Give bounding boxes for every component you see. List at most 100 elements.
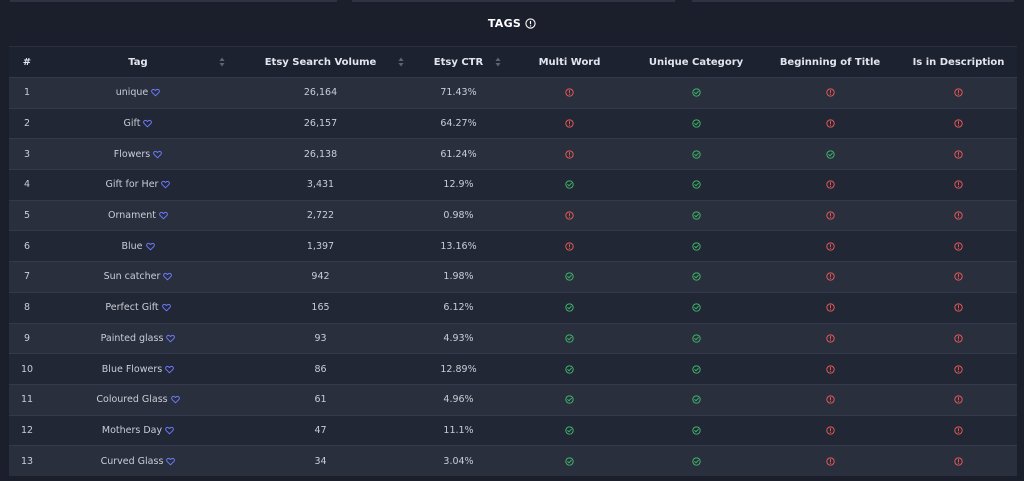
heart-icon[interactable] [166, 457, 176, 466]
alert-circle-icon [825, 119, 835, 128]
table-row[interactable]: 11 Coloured Glass 61 4.96% [9, 384, 1017, 416]
heart-icon[interactable] [163, 272, 173, 281]
in-description-status [900, 323, 1017, 354]
check-circle-icon [691, 150, 701, 159]
row-number: 12 [20, 424, 34, 436]
tag-name: Mothers Day [101, 424, 163, 436]
sort-icon[interactable] [398, 57, 404, 67]
unique-category-status [632, 384, 760, 415]
heart-icon[interactable] [161, 303, 171, 312]
table-row[interactable]: 2 Gift 26,157 64.27% [9, 108, 1017, 139]
row-number: 8 [23, 302, 31, 314]
column-header-ctr[interactable]: Etsy CTR [410, 46, 507, 78]
check-circle-icon [691, 364, 701, 374]
table-row[interactable]: 7 Sun catcher 942 1.98% [9, 261, 1017, 293]
beginning-of-title-status [760, 78, 900, 109]
in-description-status [900, 170, 1017, 201]
beginning-of-title-status [760, 170, 900, 201]
in-description-status [900, 446, 1017, 477]
column-header-search-volume[interactable]: Etsy Search Volume [231, 46, 410, 78]
tag-cell: Sun catcher [45, 262, 231, 293]
heart-icon[interactable] [166, 334, 176, 343]
unique-category-status [632, 354, 760, 385]
ctr-value: 13.16% [440, 240, 477, 252]
check-circle-icon [691, 457, 701, 466]
column-header-unique-category[interactable]: Unique Category [632, 46, 760, 78]
beginning-of-title-status [760, 446, 900, 477]
alert-circle-icon [954, 457, 963, 466]
tag-name: Blue Flowers [101, 363, 163, 375]
table-row[interactable]: 5 Ornament 2,722 0.98% [9, 200, 1017, 231]
multi-word-status [507, 292, 632, 323]
table-row[interactable]: 9 Painted glass 93 4.93% [9, 323, 1017, 354]
table-row[interactable]: 8 Perfect Gift 165 6.12% [9, 292, 1017, 323]
unique-category-status [632, 446, 760, 477]
sort-icon[interactable] [219, 57, 225, 67]
sort-icon[interactable] [495, 57, 501, 67]
tag-name: Gift for Her [105, 179, 159, 191]
alert-circle-icon [825, 303, 835, 312]
heart-icon[interactable] [165, 426, 174, 435]
tag-cell: Ornament [45, 200, 231, 231]
heart-icon[interactable] [151, 88, 161, 97]
heart-icon[interactable] [145, 242, 155, 251]
column-header-search-volume-label: Etsy Search Volume [264, 56, 377, 68]
in-description-status [900, 292, 1017, 323]
column-header-multi-word[interactable]: Multi Word [507, 46, 632, 78]
tag-cell: Mothers Day [45, 415, 231, 446]
in-description-status [900, 384, 1017, 415]
heart-icon[interactable] [159, 211, 168, 220]
tag-name: Perfect Gift [105, 302, 159, 314]
alert-circle-icon [825, 426, 835, 435]
search-volume: 165 [311, 302, 330, 314]
tag-cell: Gift [45, 108, 231, 139]
info-icon[interactable] [525, 17, 536, 29]
tag-cell: Blue Flowers [45, 354, 231, 385]
top-frame-lines [0, 0, 1024, 4]
table-row[interactable]: 3 Flowers 26,138 61.24% [9, 138, 1017, 170]
row-number: 4 [23, 179, 31, 191]
table-row[interactable]: 12 Mothers Day 47 11.1% [9, 415, 1017, 446]
unique-category-status [632, 292, 760, 323]
in-description-status [900, 354, 1017, 385]
tag-name: Blue [121, 240, 143, 252]
alert-circle-icon [954, 364, 963, 374]
check-circle-icon [691, 272, 701, 282]
ctr-value: 4.96% [443, 394, 474, 406]
multi-word-status [507, 139, 632, 170]
search-volume: 47 [314, 424, 327, 436]
alert-circle-icon [954, 180, 963, 190]
unique-category-status [632, 231, 760, 262]
check-circle-icon [565, 334, 574, 343]
heart-icon[interactable] [165, 365, 175, 374]
in-description-status [900, 415, 1017, 446]
column-header-beginning-of-title[interactable]: Beginning of Title [760, 46, 900, 78]
heart-icon[interactable] [143, 119, 153, 128]
in-description-status [900, 262, 1017, 293]
ctr-value: 0.98% [443, 210, 474, 222]
heart-icon[interactable] [170, 395, 180, 404]
search-volume: 942 [311, 271, 330, 283]
search-volume: 1,397 [306, 240, 335, 252]
column-header-in-description[interactable]: Is in Description [900, 46, 1017, 78]
table-row[interactable]: 13 Curved Glass 34 3.04% [9, 445, 1017, 477]
tag-cell: Flowers [45, 139, 231, 170]
table-row[interactable]: 4 Gift for Her 3,431 12.9% [9, 169, 1017, 201]
column-header-number[interactable]: # [9, 46, 45, 78]
tag-name: Gift [123, 118, 141, 130]
unique-category-status [632, 170, 760, 201]
multi-word-status [507, 200, 632, 231]
check-circle-icon [691, 426, 701, 435]
beginning-of-title-status [760, 323, 900, 354]
ctr-value: 4.93% [443, 332, 474, 344]
table-row[interactable]: 1 unique 26,164 71.43% [9, 77, 1017, 109]
column-header-tag[interactable]: Tag [45, 46, 231, 78]
multi-word-status [507, 262, 632, 293]
heart-icon[interactable] [161, 180, 171, 189]
heart-icon[interactable] [153, 150, 163, 159]
unique-category-status [632, 108, 760, 139]
unique-category-status [632, 139, 760, 170]
table-row[interactable]: 6 Blue 1,397 13.16% [9, 230, 1017, 262]
table-row[interactable]: 10 Blue Flowers 86 12.89% [9, 353, 1017, 385]
alert-circle-icon [825, 211, 835, 220]
